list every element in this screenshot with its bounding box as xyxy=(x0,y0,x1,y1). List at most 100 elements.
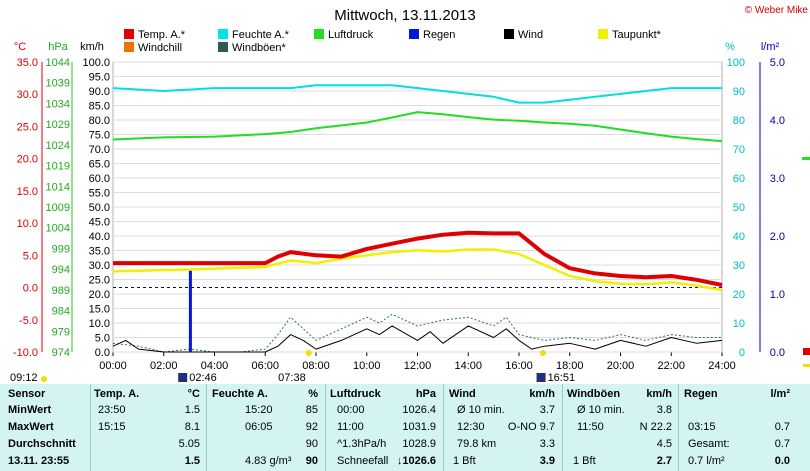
pressure-tick-label: 994 xyxy=(52,264,70,276)
cell-label: 0.7 l/m² xyxy=(688,455,725,467)
wind-tick-label: 90.0 xyxy=(89,86,110,98)
cell-label: 11:00 xyxy=(337,421,364,433)
humidity-tick-label: 10 xyxy=(733,318,745,330)
pressure-tick-label: 1044 xyxy=(46,57,70,69)
cell-value: 3.8 xyxy=(656,404,672,416)
cell-value: O-NO 9.7 xyxy=(507,421,555,433)
col-header: Wind xyxy=(449,388,476,400)
rain-tick-label: 0.0 xyxy=(770,347,785,359)
dew-trend-mark xyxy=(803,364,810,367)
legend-swatch xyxy=(218,42,228,52)
row-label: Durchschnitt xyxy=(8,438,76,450)
cell-label: 06:05 xyxy=(245,421,273,433)
moonrise-icon xyxy=(41,376,47,382)
legend-swatch xyxy=(124,42,134,52)
legend-swatch xyxy=(218,29,228,39)
cell-value: 1031.9 xyxy=(402,421,436,433)
wind-tick-label: 80.0 xyxy=(89,115,110,127)
legend-label: Windchill xyxy=(138,42,182,54)
cell-label: 15:20 xyxy=(245,404,273,416)
temp-tick-label: 20.0 xyxy=(17,154,38,166)
cell-value: 0.7 xyxy=(774,438,790,450)
humidity-tick-label: 30 xyxy=(733,260,745,272)
wind-tick-label: 95.0 xyxy=(89,72,110,84)
x-tick-label: 06:00 xyxy=(251,360,279,372)
legend-swatch xyxy=(504,29,514,39)
wind-tick-label: 15.0 xyxy=(89,304,110,316)
cell-value: 85 xyxy=(305,404,318,416)
legend-swatch xyxy=(409,29,419,39)
table-divider xyxy=(206,384,207,471)
sunset-time: 16:51 xyxy=(548,372,576,384)
wind-tick-label: 75.0 xyxy=(89,130,110,142)
wind-tick-label: 20.0 xyxy=(89,289,110,301)
moonset-icon xyxy=(178,373,188,382)
cell-value: 8.1 xyxy=(184,421,200,433)
x-tick-label: 10:00 xyxy=(353,360,381,372)
cell-value: ↓1026.6 xyxy=(396,455,436,467)
x-tick-label: 22:00 xyxy=(657,360,685,372)
cell-value: 1028.9 xyxy=(402,438,436,450)
col-unit: l/m² xyxy=(770,388,790,400)
cell-label: 12:30 xyxy=(457,421,485,433)
humidity-tick-label: 100 xyxy=(727,57,745,69)
cell-value: 1.5 xyxy=(184,404,200,416)
x-tick-label: 08:00 xyxy=(302,360,330,372)
x-tick-label: 18:00 xyxy=(556,360,584,372)
humidity-tick-label: 20 xyxy=(733,289,745,301)
pressure-tick-label: 1019 xyxy=(46,161,70,173)
cell-value: 3.7 xyxy=(539,404,555,416)
cell-label: Gesamt: xyxy=(688,438,730,450)
dewpoint-line xyxy=(112,248,723,292)
sunset-icon xyxy=(536,373,546,382)
wind-tick-label: 25.0 xyxy=(89,275,110,287)
chart-title: Mittwoch, 13.11.2013 xyxy=(334,7,475,24)
cell-value: 90 xyxy=(305,438,318,450)
cell-label: 11:50 xyxy=(577,421,604,433)
pressure-tick-label: 979 xyxy=(52,326,70,338)
col-unit: % xyxy=(308,388,318,400)
temp-tick-label: 5.0 xyxy=(23,250,38,262)
cell-label: 23:50 xyxy=(98,404,126,416)
cell-value: N 22.2 xyxy=(639,421,672,433)
cell-label: 79.8 km xyxy=(457,438,497,450)
x-tick-label: 24:00 xyxy=(708,360,736,372)
humidity-tick-label: 40 xyxy=(733,231,745,243)
cell-value: 0.0 xyxy=(774,455,790,467)
moonrise-time: 09:12 xyxy=(10,372,38,384)
rain-tick-label: 2.0 xyxy=(770,231,785,243)
pressure-trend-mark xyxy=(802,157,810,160)
cell-label: Schneefall xyxy=(337,455,389,467)
rain-bar xyxy=(188,270,192,352)
gust-line xyxy=(112,313,722,353)
x-tick-label: 12:00 xyxy=(404,360,432,372)
legend-swatch xyxy=(314,29,324,39)
cell-value: 0.7 xyxy=(774,421,790,433)
wind-tick-label: 0.0 xyxy=(95,347,110,359)
x-tick-label: 20:00 xyxy=(607,360,635,372)
cell-label: Ø 10 min. xyxy=(457,404,505,416)
cell-value: 1.5 xyxy=(184,455,200,467)
col-header: Luftdruck xyxy=(330,388,381,400)
temperature-line xyxy=(113,230,723,287)
legend-swatch xyxy=(598,29,608,39)
humidity-tick-label: 90 xyxy=(733,86,745,98)
sun-marker-icon xyxy=(540,350,546,356)
cell-label: 03:15 xyxy=(688,421,716,433)
pressure-line xyxy=(112,111,723,143)
cell-label: 00:00 xyxy=(337,404,365,416)
row-label: MaxWert xyxy=(8,421,54,433)
x-tick-label: 00:00 xyxy=(99,360,127,372)
cell-value: 3.3 xyxy=(539,438,555,450)
axes: °C hPa km/h% l/m² 35.0 30.0 25.0 20.0 15.0 10.0 5.… xyxy=(13,41,785,372)
pressure-tick-label: 989 xyxy=(52,285,70,297)
wind-tick-label: 70.0 xyxy=(89,144,110,156)
col-unit: km/h xyxy=(646,388,672,400)
cell-value: 3.9 xyxy=(539,455,555,467)
legend-label: Windböen* xyxy=(232,42,287,54)
pressure-tick-label: 999 xyxy=(52,243,70,255)
wind-tick-label: 60.0 xyxy=(89,173,110,185)
legend: Temp. A.* Feuchte A.* Luftdruck Regen Wind Ta… xyxy=(124,29,662,54)
rain-tick-label: 4.0 xyxy=(770,115,785,127)
legend-label: Temp. A.* xyxy=(138,29,186,41)
